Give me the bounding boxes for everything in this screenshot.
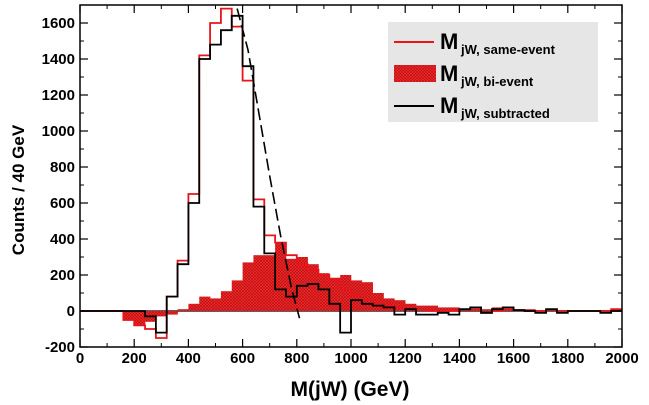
x-tick-label: 1000 [334,350,367,367]
y-tick-label: 1400 [42,51,75,68]
x-tick-label: 200 [122,350,147,367]
bi-event-bar [253,255,265,311]
bi-event-bar [437,307,449,311]
legend-label-main: M [440,29,458,54]
legend-swatch-bi-event [394,65,436,82]
y-tick-label: -200 [45,339,75,356]
y-tick-label: 400 [50,231,75,248]
bi-event-bar [372,293,384,311]
bi-event-bar [394,300,406,311]
y-tick-label: 600 [50,195,75,212]
bi-event-bar [351,280,363,311]
bi-event-bar [242,262,254,311]
bi-event-bar [448,307,460,311]
y-axis-title: Counts / 40 GeV [9,124,28,255]
x-tick-label: 1800 [551,350,584,367]
legend-label-sub: jW, bi-event [460,74,534,89]
bi-event-bar [264,255,276,311]
bi-event-bar [416,305,428,311]
x-tick-label: 0 [76,350,84,367]
axis-ticks [79,5,623,348]
axis-tick-labels: 0 200 400 600 800 1000 1200 1400 1600 1800 2000-20… [42,15,639,367]
legend-label-sub: jW, subtracted [460,106,550,121]
bi-event-bar [210,298,222,311]
y-tick-label: 0 [67,303,75,320]
bi-event-bar [231,280,243,311]
x-tick-label: 800 [284,350,309,367]
bi-event-bar [188,303,200,311]
bi-event-bar [307,264,319,311]
bi-event-bar [405,303,417,311]
y-tick-label: 800 [50,159,75,176]
x-tick-label: 400 [176,350,201,367]
bi-event-bar [199,296,211,311]
bi-event-bar [177,309,189,311]
bi-event-bar [318,273,330,311]
bi-event-bar [426,305,439,311]
plot-area [80,7,622,339]
bi-event-bar [329,278,341,311]
x-tick-label: 1600 [497,350,530,367]
y-tick-label: 1000 [42,123,75,140]
bi-event-bar [296,257,308,311]
bi-event-bar [275,242,287,311]
y-tick-label: 200 [50,267,75,284]
series-subtracted-line [80,14,622,334]
bi-event-bar [134,311,146,326]
x-tick-label: 2000 [605,350,638,367]
legend-label-sub: jW, same-event [460,42,556,57]
legend-label-main: M [440,61,458,86]
bi-event-bar [123,311,135,320]
x-axis-title: M(jW) (GeV) [291,378,410,401]
fit-curve [236,8,301,319]
bi-event-bar [361,282,373,311]
x-tick-label: 1400 [443,350,476,367]
bi-event-bar [220,291,233,311]
y-tick-label: 1600 [42,15,75,32]
x-tick-label: 1200 [389,350,422,367]
x-tick-label: 600 [230,350,255,367]
bi-event-bar [340,275,352,311]
y-tick-label: 1200 [42,87,75,104]
legend-label-main: M [440,93,458,118]
bi-event-bar [155,311,168,317]
bi-event-bar [166,311,178,315]
bi-event-bar [481,309,493,311]
series-bi-event [123,242,622,326]
